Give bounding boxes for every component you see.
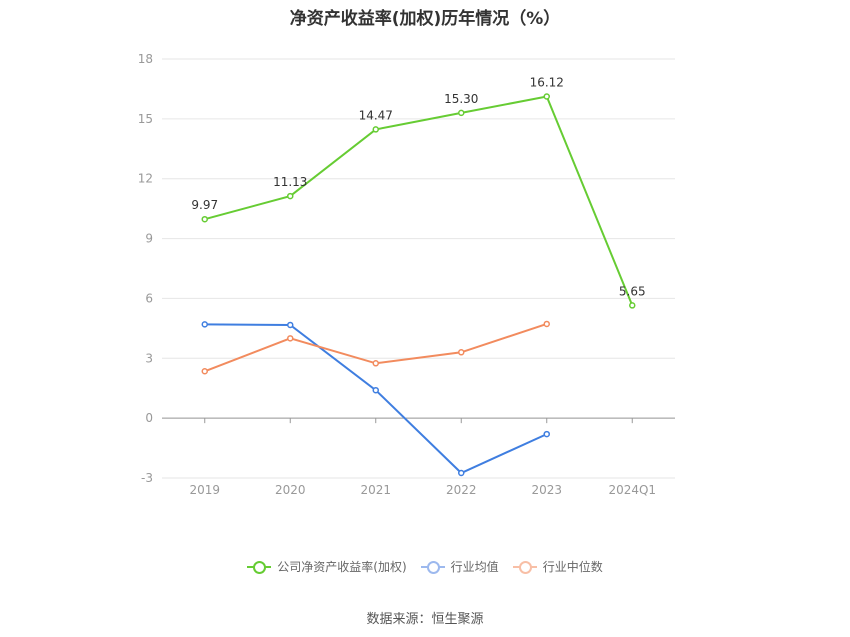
data-point-2 <box>543 320 550 328</box>
data-source: 数据来源：恒生聚源 <box>366 612 484 627</box>
line-chart: -3 0 3 6 9 12 15 18 2019 2020 2021 2022 2023 2024Q1 9.… <box>138 52 675 497</box>
data-point-2 <box>201 368 208 375</box>
data-label: 11.13 <box>273 175 307 189</box>
data-point-1 <box>543 430 550 438</box>
legend-item-industry-median[interactable]: 行业中位数 <box>512 558 603 575</box>
x-tick-label: 2022 <box>446 483 477 497</box>
y-tick-label: 3 <box>145 351 153 365</box>
data-point-0 <box>629 302 636 309</box>
x-tick-label: 2020 <box>275 483 306 497</box>
data-label: 16.12 <box>530 76 564 90</box>
legend-label-company-roe: 公司净资产收益率(加权) <box>277 560 407 574</box>
data-label: 9.97 <box>191 198 218 212</box>
series-line-0 <box>204 95 634 306</box>
legend: 公司净资产收益率(加权) 行业均值 行业中位数 <box>0 558 850 575</box>
data-point-2 <box>372 360 379 367</box>
legend-marker-industry-mean <box>420 560 445 574</box>
legend-marker-industry-median <box>512 560 537 574</box>
data-label: 15.30 <box>444 92 478 106</box>
series-line-1 <box>204 323 548 475</box>
x-tick-label: 2021 <box>360 483 391 497</box>
legend-item-company-roe[interactable]: 公司净资产收益率(加权) <box>247 558 407 575</box>
y-tick-label: 6 <box>145 291 153 305</box>
y-tick-label: -3 <box>141 471 153 485</box>
data-point-1 <box>287 321 294 329</box>
data-label: 14.47 <box>359 108 393 122</box>
data-point-1 <box>201 321 208 328</box>
legend-item-industry-mean[interactable]: 行业均值 <box>420 558 499 575</box>
legend-marker-company-roe <box>247 560 272 574</box>
y-tick-label: 18 <box>138 52 153 66</box>
x-tick-label: 2023 <box>531 483 562 497</box>
data-point-0 <box>201 215 208 223</box>
data-point-0 <box>543 93 550 100</box>
data-point-0 <box>458 109 465 117</box>
legend-label-industry-median: 行业中位数 <box>542 560 603 574</box>
x-tick-label: 2019 <box>189 483 220 497</box>
y-tick-label: 9 <box>145 232 153 246</box>
y-tick-label: 15 <box>138 112 153 126</box>
data-point-0 <box>287 192 294 200</box>
legend-label-industry-mean: 行业均值 <box>450 560 499 574</box>
data-point-1 <box>458 469 465 477</box>
data-point-0 <box>372 126 379 133</box>
data-point-2 <box>458 349 465 356</box>
data-label: 5.65 <box>619 284 646 298</box>
y-tick-label: 0 <box>145 411 153 425</box>
data-point-1 <box>372 386 379 394</box>
y-tick-label: 12 <box>138 172 153 186</box>
chart-title: 净资产收益率(加权)历年情况（%） <box>289 9 561 29</box>
x-tick-label: 2024Q1 <box>608 483 656 497</box>
data-point-2 <box>287 335 294 342</box>
